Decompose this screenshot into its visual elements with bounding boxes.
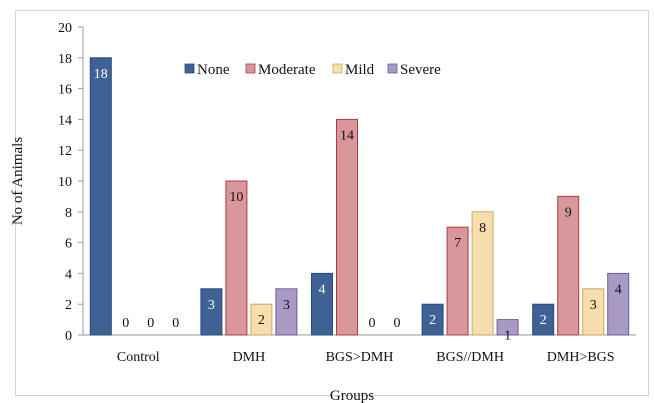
data-label: 0	[147, 316, 154, 331]
data-label: 2	[540, 313, 547, 328]
data-label: 9	[565, 205, 572, 220]
y-tick-label: 20	[58, 21, 72, 36]
y-tick-label: 14	[58, 113, 72, 128]
data-label: 0	[122, 316, 129, 331]
x-category-label: BGS>DMH	[326, 350, 394, 365]
bar-moderate	[225, 180, 248, 336]
y-tick-label: 8	[65, 206, 72, 221]
legend-label-moderate: Moderate	[258, 62, 316, 78]
data-label: 3	[208, 298, 215, 313]
data-label: 0	[369, 316, 376, 331]
x-category-label: Control	[117, 350, 160, 365]
legend-label-severe: Severe	[400, 62, 441, 78]
legend-swatch-severe	[387, 63, 398, 74]
data-label: 7	[454, 236, 461, 251]
x-axis-title: Groups	[330, 388, 374, 403]
y-tick-label: 18	[58, 52, 72, 67]
bar-severe	[607, 272, 630, 336]
y-tick-label: 16	[58, 83, 72, 98]
y-tick-label: 6	[65, 237, 72, 252]
legend-swatch-moderate	[245, 63, 256, 74]
data-label: 14	[340, 128, 354, 143]
y-tick-label: 12	[58, 144, 72, 159]
bar-moderate	[557, 195, 580, 336]
chart-frame	[15, 10, 649, 396]
bar-none	[421, 303, 444, 336]
x-category-label: BGS//DMH	[436, 350, 504, 365]
bar-none	[532, 303, 555, 336]
y-tick-label: 0	[65, 329, 72, 344]
x-category-label: DMH>BGS	[547, 350, 615, 365]
y-tick-label: 2	[65, 298, 72, 313]
data-label: 2	[258, 313, 265, 328]
data-label: 3	[283, 298, 290, 313]
data-label: 18	[94, 67, 108, 82]
bar-severe	[275, 288, 298, 336]
y-axis-title: No of Animals	[10, 137, 26, 225]
x-category-label: DMH	[233, 350, 266, 365]
bar-mild	[471, 211, 494, 336]
legend-label-none: None	[197, 62, 230, 78]
y-tick-label: 10	[58, 175, 72, 190]
bar-none	[311, 272, 333, 336]
data-label: 10	[229, 190, 243, 205]
legend-label-mild: Mild	[345, 62, 375, 78]
bar-mild	[250, 303, 273, 336]
data-label: 8	[479, 221, 486, 236]
data-label: 4	[615, 282, 622, 297]
data-label: 3	[590, 298, 597, 313]
data-label: 4	[319, 282, 326, 297]
bar-none	[200, 288, 223, 336]
legend-swatch-none	[184, 63, 195, 74]
data-label: 0	[172, 316, 179, 331]
data-label: 2	[429, 313, 436, 328]
data-label: 1	[504, 329, 511, 344]
bar-mild	[582, 288, 605, 336]
bar-moderate	[446, 226, 469, 336]
legend-swatch-mild	[332, 63, 343, 74]
bar-severe	[496, 319, 519, 336]
data-label: 0	[394, 316, 401, 331]
bar-none	[89, 57, 112, 336]
bar-moderate	[336, 118, 358, 336]
y-tick-label: 4	[65, 267, 72, 282]
